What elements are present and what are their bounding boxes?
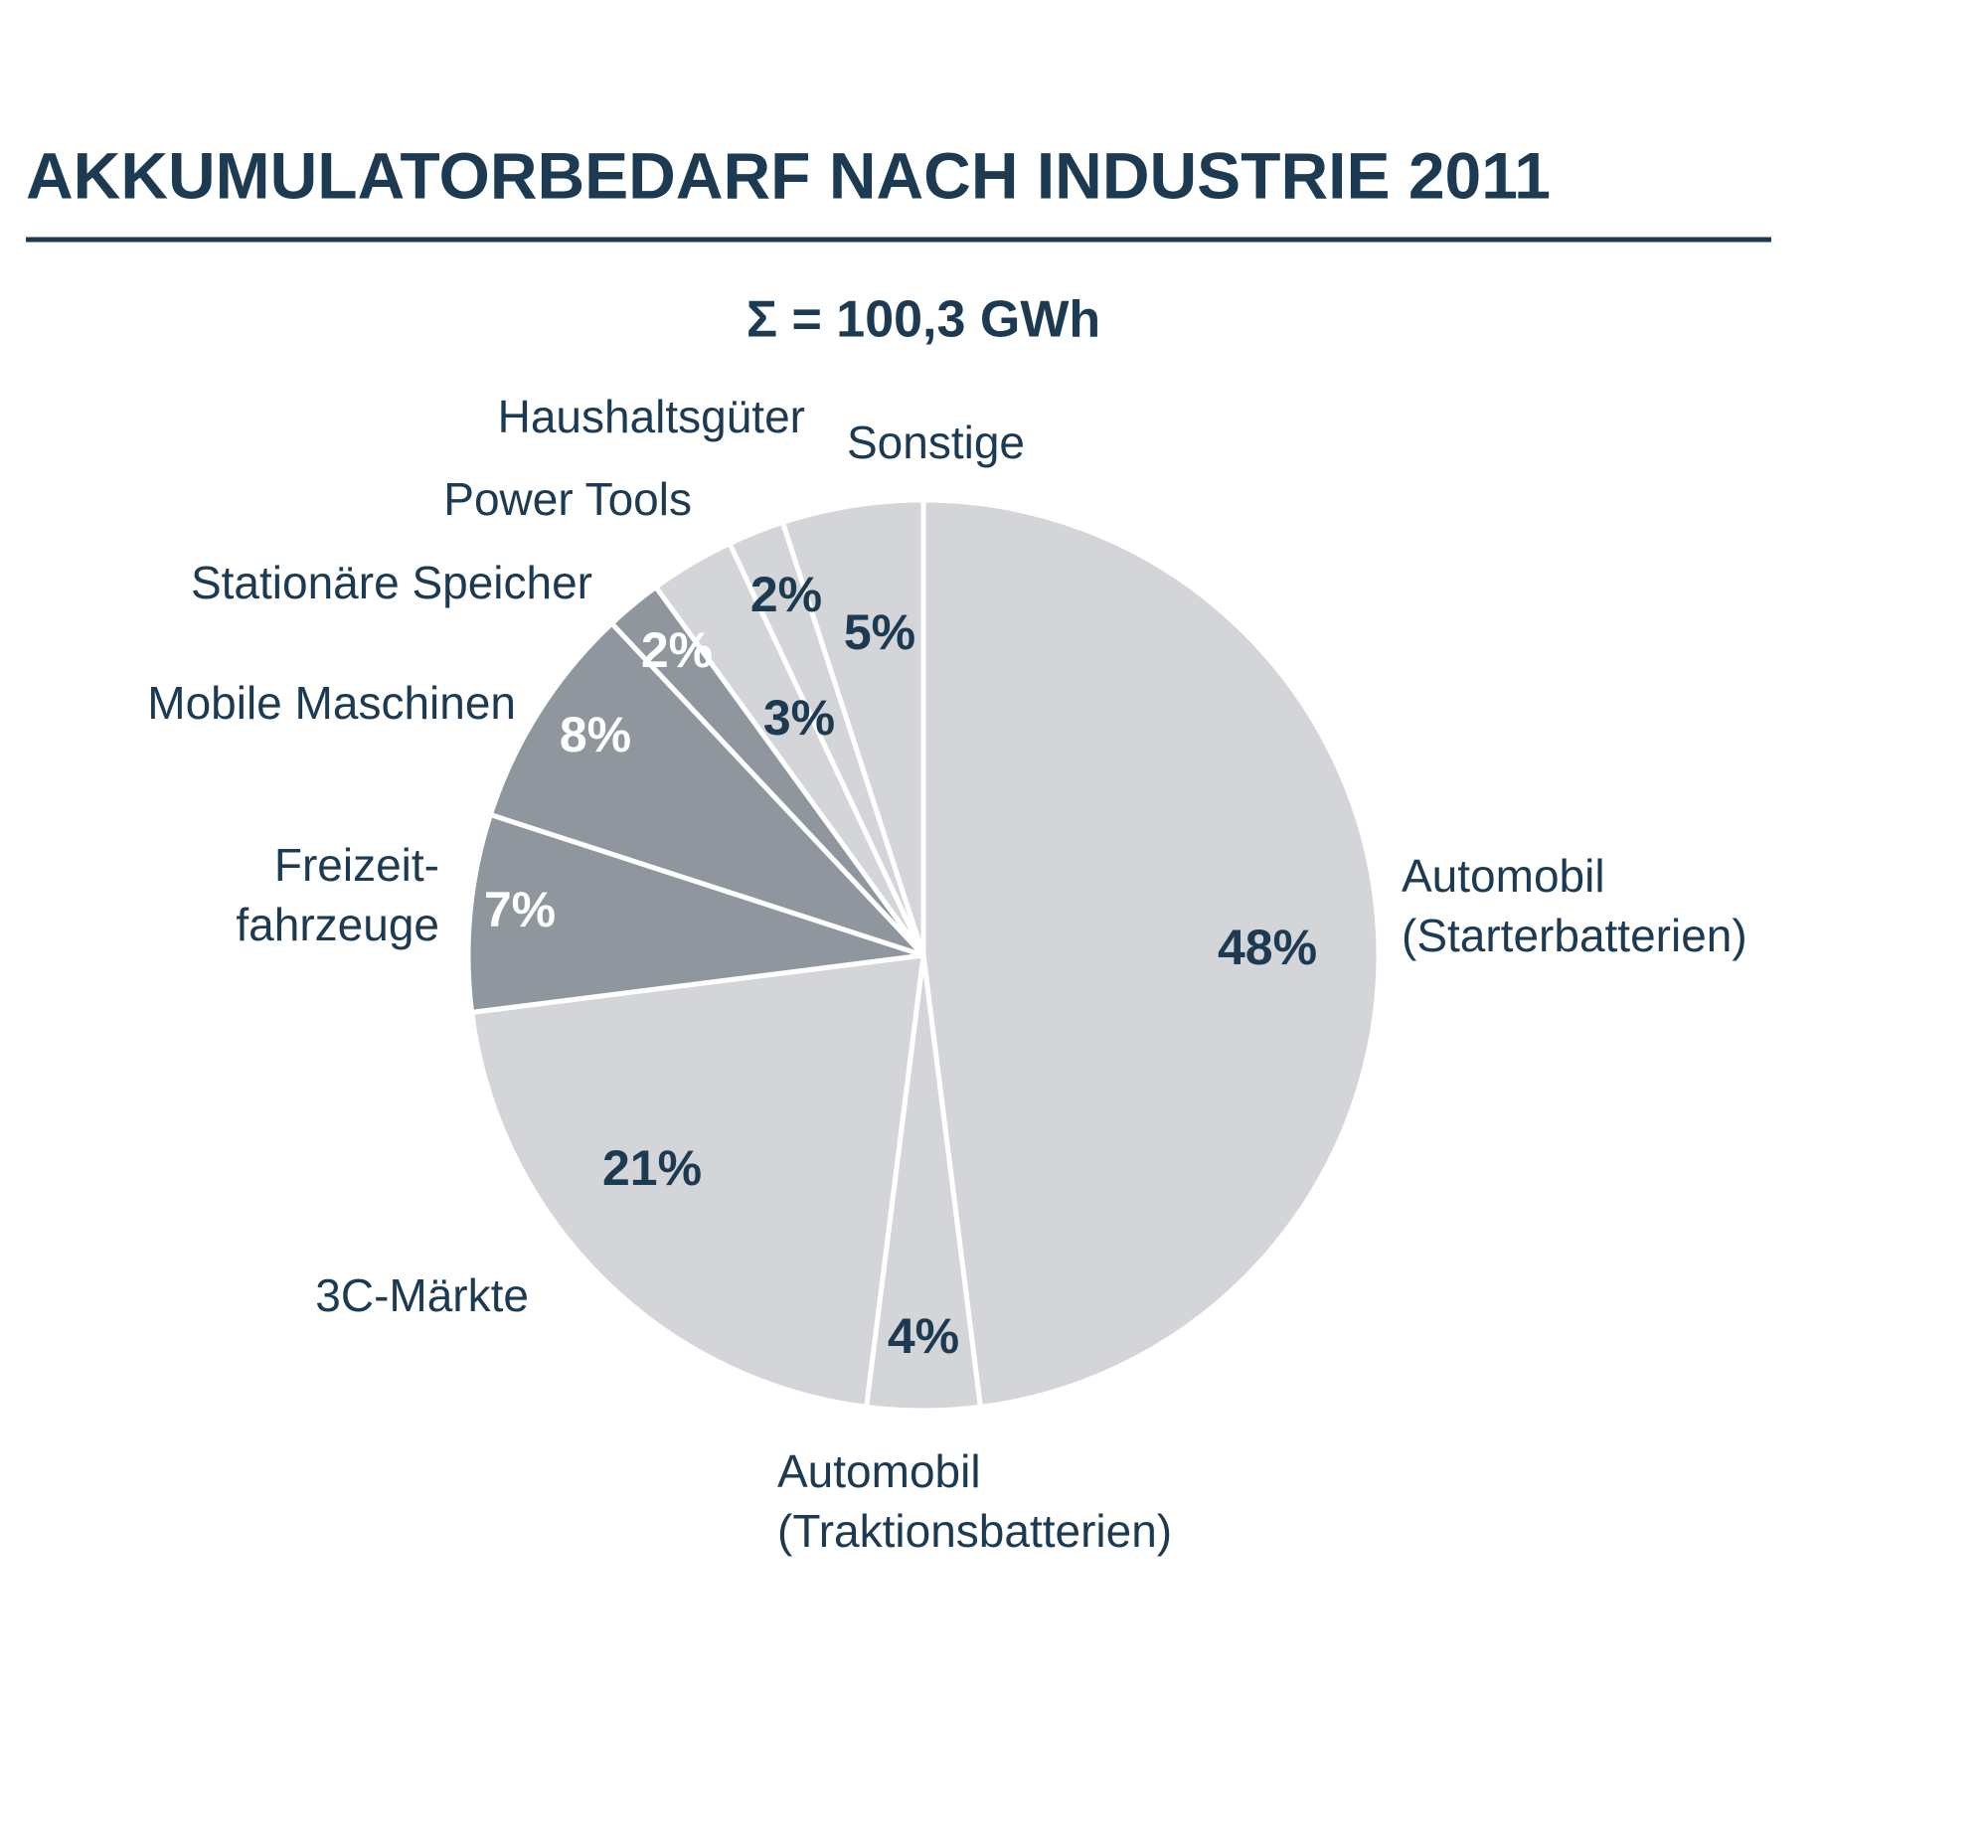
category-label: Freizeit-fahrzeuge (236, 839, 439, 950)
value-label: 2% (750, 567, 822, 622)
value-label: 21% (602, 1140, 702, 1196)
value-label: 8% (560, 707, 631, 762)
value-label: 4% (888, 1308, 959, 1364)
pie-slice (920, 497, 1382, 1411)
value-label: 2% (641, 622, 713, 678)
chart-subtitle: Σ = 100,3 GWh (746, 291, 1100, 349)
value-label: 48% (1218, 920, 1317, 975)
value-label: 5% (844, 604, 915, 660)
category-label: Power Tools (443, 473, 692, 525)
value-label: 7% (484, 882, 556, 937)
category-label: Stationäre Speicher (191, 557, 592, 608)
pie-slice (487, 619, 925, 958)
category-label: 3C-Märkte (315, 1269, 529, 1321)
category-label: Mobile Maschinen (147, 677, 516, 729)
category-label: Automobil (Traktionsbatterien) (777, 1445, 1172, 1557)
chart-title: AKKUMULATORBEDARF NACH INDUSTRIE 2011 (26, 138, 1551, 212)
pie-slice (468, 952, 926, 1411)
category-label: Sonstige (847, 417, 1025, 468)
category-label: Haushaltsgüter (498, 391, 805, 442)
pie-slice (779, 497, 926, 956)
value-label: 3% (763, 690, 835, 746)
pie-slice (465, 811, 924, 1016)
category-label: Automobil (Starterbatterien) (1402, 850, 1747, 961)
